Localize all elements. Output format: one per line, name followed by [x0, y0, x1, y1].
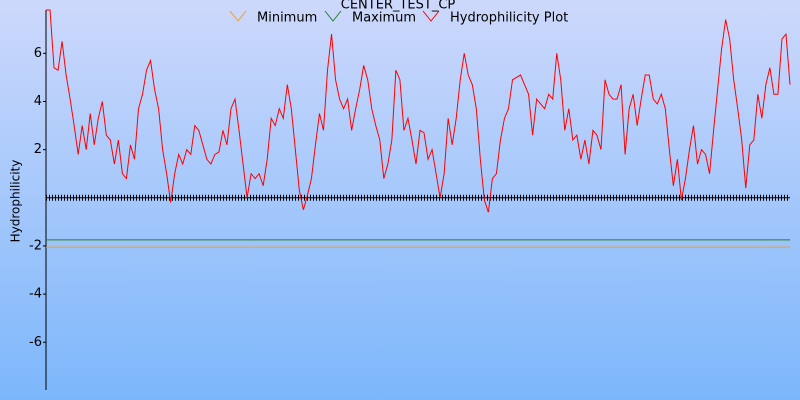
legend-label: Maximum	[352, 11, 416, 26]
y-tick-label: 2	[34, 142, 42, 157]
chart-title: CENTER_TEST_CP	[341, 0, 456, 13]
legend-icon	[324, 10, 342, 22]
y-tick-label: -4	[29, 287, 42, 302]
legend-label: Minimum	[257, 11, 317, 26]
y-tick-label: 6	[34, 46, 42, 61]
y-axis-label: Hydrophilicity	[9, 160, 23, 243]
legend-label: Hydrophilicity Plot	[450, 11, 568, 26]
y-tick-label: 4	[34, 94, 42, 109]
y-tick-label: -6	[29, 335, 42, 350]
series-line	[46, 9, 791, 213]
legend: Minimum Maximum Hydrophilicity Plot	[229, 10, 568, 26]
legend-icon	[229, 10, 247, 22]
legend-icon	[422, 10, 440, 22]
y-tick-label: -2	[29, 238, 42, 253]
